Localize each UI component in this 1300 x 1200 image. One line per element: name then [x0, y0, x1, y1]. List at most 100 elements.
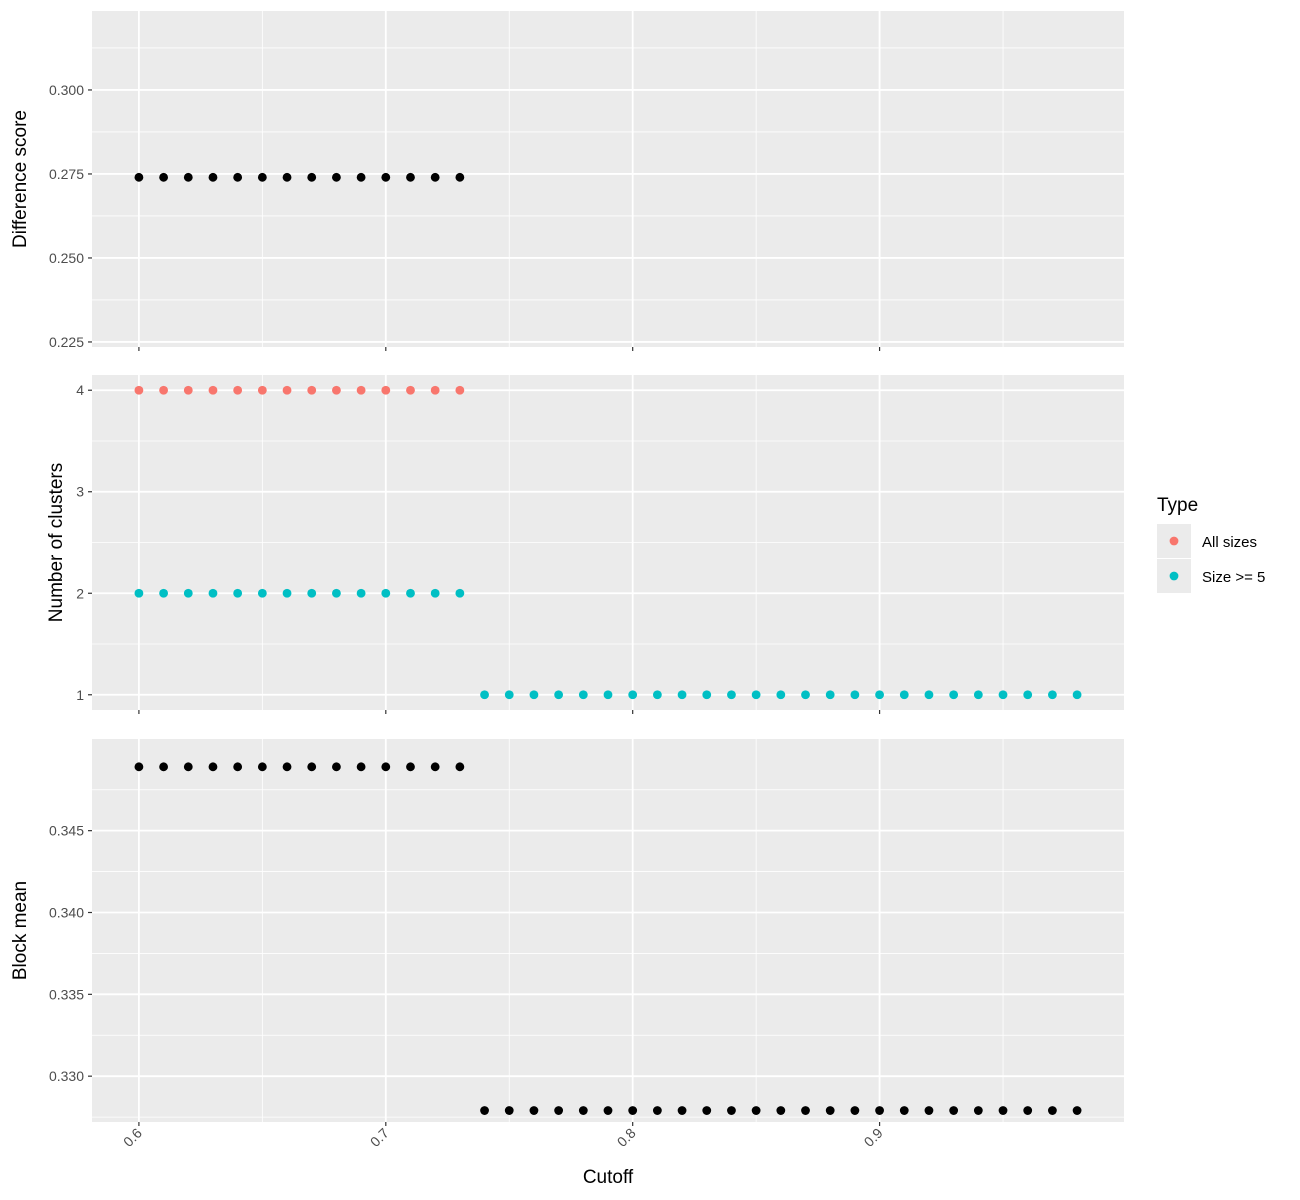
data-point — [899, 1106, 909, 1115]
data-point — [1023, 1106, 1033, 1115]
panel-background — [92, 11, 1124, 347]
data-point — [603, 690, 613, 700]
data-point — [1048, 1106, 1057, 1115]
data-point — [159, 385, 168, 395]
data-point — [850, 1106, 860, 1115]
data-point — [282, 385, 292, 395]
x-tick-label: 0.8 — [614, 1125, 639, 1150]
y-axis-title: Difference score — [10, 110, 31, 248]
data-point — [134, 172, 144, 182]
series-all-sizes — [134, 385, 465, 395]
data-point — [924, 1106, 934, 1115]
data-point — [381, 588, 391, 598]
data-point — [801, 690, 810, 700]
data-point — [159, 172, 168, 182]
x-tick-label: 0.7 — [367, 1125, 392, 1150]
series-1 — [134, 172, 465, 182]
y-tick-label: 0.300 — [49, 82, 84, 98]
y-tick-label: 0.330 — [49, 1068, 84, 1084]
data-point — [282, 588, 292, 598]
legend-title: Type — [1157, 495, 1198, 516]
data-point — [332, 172, 341, 182]
data-point — [677, 690, 687, 700]
data-point — [554, 1106, 564, 1115]
y-tick-label: 4 — [76, 382, 84, 398]
legend-label: All sizes — [1202, 534, 1257, 551]
panel-1: 0.225 0.250 0.275 0.300 Difference score — [10, 11, 1124, 351]
data-point — [257, 588, 267, 598]
data-point — [208, 588, 218, 598]
y-tick-label: 0.345 — [49, 823, 84, 839]
data-point — [455, 385, 465, 395]
data-point — [356, 385, 366, 395]
data-point — [183, 172, 193, 182]
data-point — [208, 172, 218, 182]
data-point — [233, 385, 243, 395]
data-point — [406, 588, 415, 598]
y-tick-label: 0.250 — [49, 250, 84, 266]
panel-3: 0.330 0.335 0.340 0.345 Block mean — [10, 739, 1124, 1126]
data-point — [332, 588, 341, 598]
series-size-5 — [134, 588, 1082, 700]
data-point — [356, 588, 366, 598]
data-point — [282, 762, 292, 772]
data-point — [529, 1106, 539, 1115]
data-point — [430, 762, 440, 772]
data-point — [801, 1106, 810, 1115]
data-point — [183, 588, 193, 598]
data-point — [1072, 690, 1082, 700]
data-point — [233, 588, 243, 598]
data-point — [751, 1106, 761, 1115]
data-point — [751, 690, 761, 700]
data-point — [332, 762, 341, 772]
data-point — [628, 1106, 638, 1115]
x-tick-label: 0.9 — [861, 1125, 886, 1150]
y-axis-title: Number of clusters — [46, 463, 67, 622]
data-point — [208, 762, 218, 772]
panel-background — [92, 739, 1124, 1122]
y-tick-label: 1 — [76, 687, 84, 703]
data-point — [949, 1106, 959, 1115]
y-tick-label: 0.340 — [49, 904, 84, 920]
data-point — [603, 1106, 613, 1115]
data-point — [628, 690, 638, 700]
data-point — [578, 690, 588, 700]
data-point — [677, 1106, 687, 1115]
data-point — [430, 172, 440, 182]
data-point — [973, 690, 983, 700]
data-point — [406, 762, 415, 772]
data-point — [430, 588, 440, 598]
data-point — [875, 1106, 884, 1115]
data-point — [159, 762, 168, 772]
data-point — [850, 690, 860, 700]
y-tick-label: 0.275 — [49, 166, 84, 182]
data-point — [257, 172, 267, 182]
data-point — [554, 690, 564, 700]
data-point — [356, 172, 366, 182]
panel-2: 1 2 3 4 Number of clusters — [46, 375, 1124, 714]
data-point — [159, 588, 168, 598]
data-point — [257, 762, 267, 772]
data-point — [455, 588, 465, 598]
data-point — [727, 690, 736, 700]
data-point — [776, 690, 786, 700]
y-tick-label: 3 — [76, 484, 84, 500]
data-point — [183, 385, 193, 395]
data-point — [332, 385, 341, 395]
data-point — [949, 690, 959, 700]
data-point — [307, 172, 317, 182]
data-point — [480, 690, 489, 700]
data-point — [875, 690, 884, 700]
legend-label: Size >= 5 — [1202, 569, 1265, 586]
x-tick-label: 0.6 — [120, 1125, 145, 1150]
data-point — [924, 690, 934, 700]
data-point — [998, 1106, 1008, 1115]
data-point — [702, 1106, 712, 1115]
data-point — [406, 385, 415, 395]
data-point — [529, 690, 539, 700]
data-point — [899, 690, 909, 700]
data-point — [825, 1106, 835, 1115]
data-point — [652, 690, 662, 700]
data-point — [134, 385, 144, 395]
